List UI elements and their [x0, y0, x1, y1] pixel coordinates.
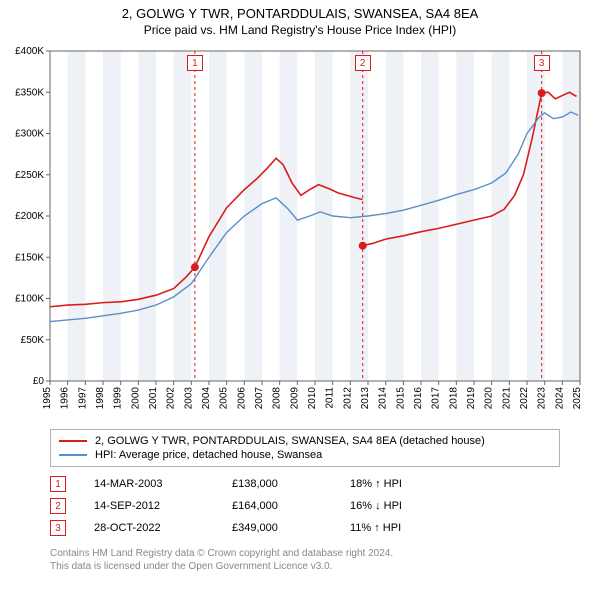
footer-line: This data is licensed under the Open Gov… [50, 560, 590, 573]
event-row: 1 14-MAR-2003 £138,000 18% ↑ HPI [50, 473, 590, 495]
event-delta: 16% ↓ HPI [350, 500, 460, 512]
svg-text:2005: 2005 [219, 387, 230, 410]
event-date: 14-MAR-2003 [94, 478, 204, 490]
legend-item: HPI: Average price, detached house, Swan… [59, 448, 551, 462]
event-date: 14-SEP-2012 [94, 500, 204, 512]
svg-text:£400K: £400K [15, 46, 44, 57]
svg-text:£150K: £150K [15, 252, 44, 263]
svg-text:£50K: £50K [21, 335, 45, 346]
event-price: £164,000 [232, 500, 322, 512]
event-date: 28-OCT-2022 [94, 522, 204, 534]
svg-text:2023: 2023 [537, 387, 548, 410]
legend-item: 2, GOLWG Y TWR, PONTARDDULAIS, SWANSEA, … [59, 434, 551, 448]
svg-text:2004: 2004 [201, 387, 212, 410]
svg-text:2019: 2019 [466, 387, 477, 410]
event-badge: 1 [50, 476, 66, 492]
event-badge: 2 [50, 498, 66, 514]
svg-text:2000: 2000 [130, 387, 141, 410]
svg-text:2020: 2020 [484, 387, 495, 410]
event-badge: 3 [534, 55, 550, 71]
svg-text:2018: 2018 [448, 387, 459, 410]
svg-text:2003: 2003 [183, 387, 194, 410]
svg-text:2011: 2011 [325, 387, 336, 409]
svg-text:£100K: £100K [15, 294, 44, 305]
svg-text:2007: 2007 [254, 387, 265, 410]
legend-swatch [59, 454, 87, 456]
event-delta: 11% ↑ HPI [350, 522, 460, 534]
event-badge: 3 [50, 520, 66, 536]
event-row: 2 14-SEP-2012 £164,000 16% ↓ HPI [50, 495, 590, 517]
svg-text:2012: 2012 [342, 387, 353, 410]
svg-text:£200K: £200K [15, 211, 44, 222]
svg-text:2014: 2014 [378, 387, 389, 410]
event-price: £349,000 [232, 522, 322, 534]
svg-text:2002: 2002 [166, 387, 177, 410]
event-delta: 18% ↑ HPI [350, 478, 460, 490]
svg-text:2025: 2025 [572, 387, 583, 410]
event-badge: 1 [187, 55, 203, 71]
svg-text:1998: 1998 [95, 387, 106, 410]
svg-text:£0: £0 [33, 376, 45, 387]
event-price: £138,000 [232, 478, 322, 490]
svg-text:2022: 2022 [519, 387, 530, 410]
svg-text:1999: 1999 [113, 387, 124, 410]
svg-text:2009: 2009 [289, 387, 300, 410]
legend-label: HPI: Average price, detached house, Swan… [95, 449, 322, 461]
line-chart: £0 £50K £100K £150K £200K £250K £300K £350K £400… [0, 41, 600, 421]
page-subtitle: Price paid vs. HM Land Registry's House … [0, 23, 600, 37]
event-badge: 2 [355, 55, 371, 71]
svg-text:2008: 2008 [272, 387, 283, 410]
svg-text:2017: 2017 [431, 387, 442, 410]
event-row: 3 28-OCT-2022 £349,000 11% ↑ HPI [50, 517, 590, 539]
svg-text:2016: 2016 [413, 387, 424, 410]
svg-text:1995: 1995 [42, 387, 53, 410]
footer-line: Contains HM Land Registry data © Crown c… [50, 547, 590, 560]
svg-text:£300K: £300K [15, 129, 44, 140]
svg-text:£250K: £250K [15, 170, 44, 181]
events-table: 1 14-MAR-2003 £138,000 18% ↑ HPI 2 14-SEP-201… [50, 473, 590, 539]
svg-text:2024: 2024 [554, 387, 565, 410]
svg-text:2015: 2015 [395, 387, 406, 410]
legend-label: 2, GOLWG Y TWR, PONTARDDULAIS, SWANSEA, … [95, 435, 485, 447]
page-title: 2, GOLWG Y TWR, PONTARDDULAIS, SWANSEA, … [0, 6, 600, 21]
svg-text:1996: 1996 [60, 387, 71, 410]
svg-text:1997: 1997 [77, 387, 88, 410]
svg-text:2006: 2006 [236, 387, 247, 410]
legend-swatch [59, 440, 87, 442]
svg-text:2013: 2013 [360, 387, 371, 410]
legend: 2, GOLWG Y TWR, PONTARDDULAIS, SWANSEA, … [50, 429, 560, 467]
svg-text:£350K: £350K [15, 87, 44, 98]
svg-text:2021: 2021 [501, 387, 512, 410]
svg-text:2010: 2010 [307, 387, 318, 410]
footer-attribution: Contains HM Land Registry data © Crown c… [50, 547, 590, 573]
svg-text:2001: 2001 [148, 387, 159, 410]
chart-container: £0 £50K £100K £150K £200K £250K £300K £350K £400… [0, 41, 600, 421]
